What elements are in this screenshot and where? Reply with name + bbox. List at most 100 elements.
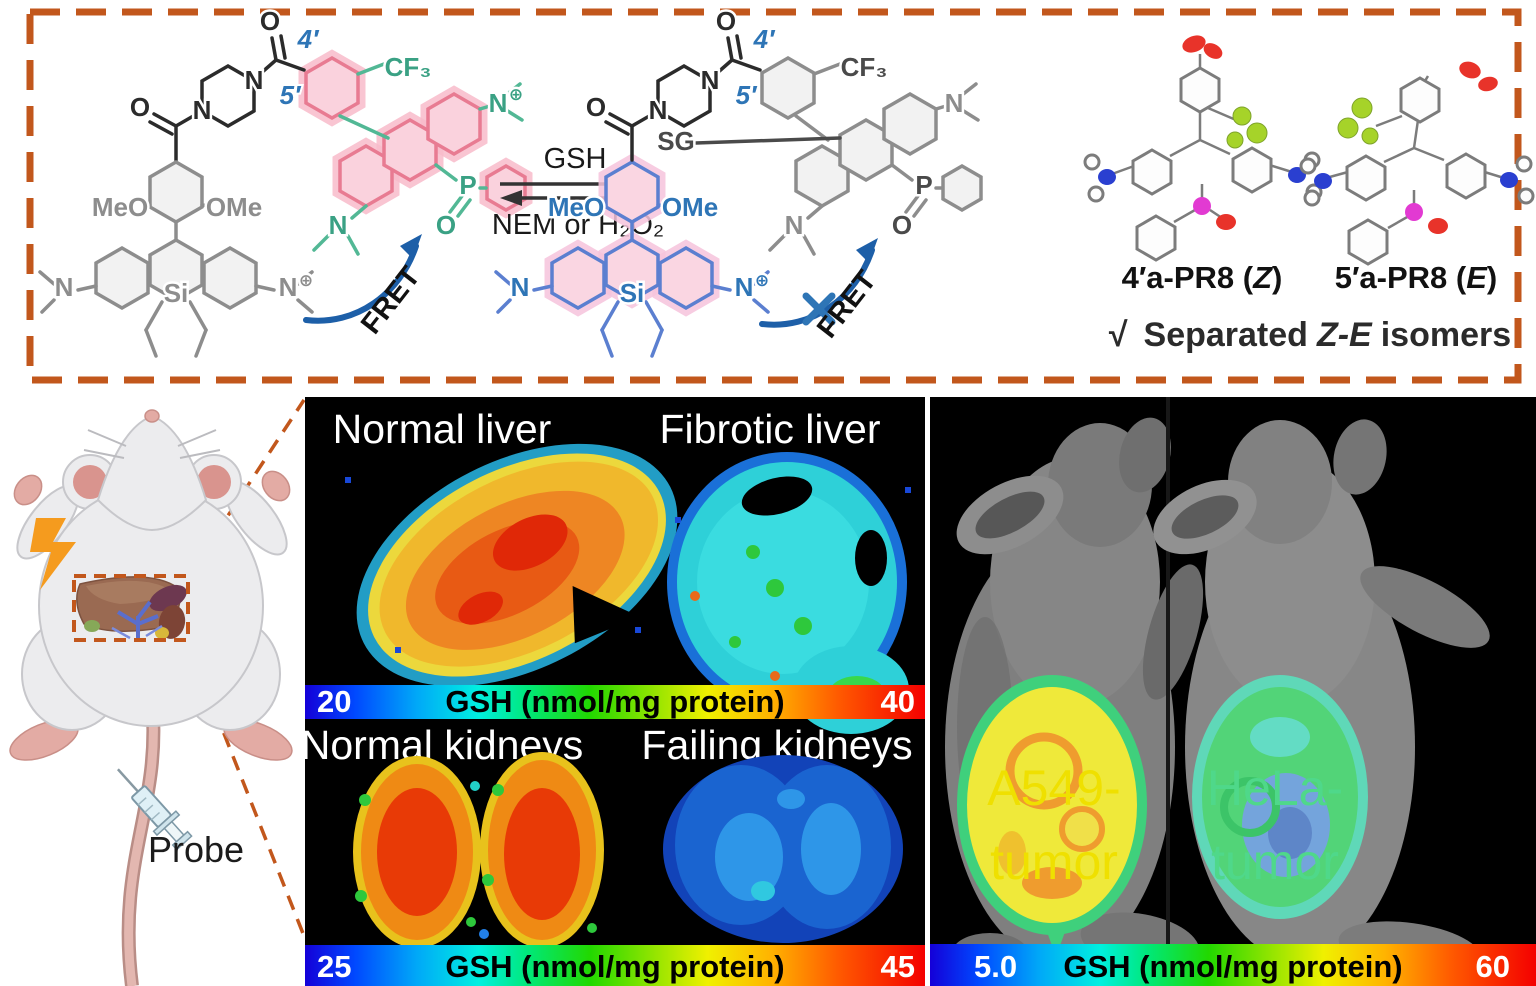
crystal-e-isomer: E — [1466, 260, 1488, 295]
fret-blocked-cross — [802, 292, 836, 326]
position-5-label: 5′ — [736, 80, 758, 110]
cf3-label: CF₃ — [841, 52, 888, 82]
position-5-label: 5′ — [280, 80, 302, 110]
mouse-illustration: Probe — [9, 399, 305, 986]
kidney-colorbar-label: GSH (nmol/mg protein) — [445, 949, 784, 984]
n-label: N — [55, 272, 74, 302]
meo-label: MeO — [548, 192, 604, 222]
crystal-z-label: 4′a-PR8 (Z) — [1122, 260, 1283, 295]
plus-icon: ⊕ — [755, 271, 769, 290]
si-label: Si — [164, 278, 189, 308]
crystal-e-close: ) — [1487, 260, 1497, 295]
crystal-z-name: 4′a-PR8 ( — [1122, 260, 1254, 295]
kidney-colorbar — [305, 945, 925, 986]
mouse-nose — [144, 409, 160, 423]
carbonyl-o-left: O — [130, 92, 150, 122]
kidney-colorbar-min: 25 — [317, 949, 351, 984]
organ-zoom-box — [72, 574, 190, 642]
photo-divider — [1166, 397, 1170, 986]
p-label: P — [459, 170, 476, 200]
carbonyl-o-left: O — [586, 92, 606, 122]
fibrotic-liver-title: Fibrotic liver — [660, 406, 881, 452]
kidney-colorbar-max: 45 — [881, 949, 915, 984]
piperazine-n-top: N — [701, 65, 720, 95]
hela-label-line2: tumor — [1211, 834, 1339, 890]
crystal-z-close: ) — [1272, 260, 1282, 295]
liver-colorbar-label: GSH (nmol/mg protein) — [445, 684, 784, 719]
fret-label: FRET — [355, 261, 427, 341]
n-label: N — [329, 210, 348, 240]
sg-label: SG — [657, 126, 695, 156]
crystal-structure-e — [1299, 61, 1535, 266]
failing-kidneys-heatmap — [663, 755, 903, 943]
normal-kidney-left — [353, 756, 481, 948]
p-label: P — [915, 170, 932, 200]
liver-colorbar-min: 20 — [317, 684, 351, 719]
piperazine-linker — [604, 34, 762, 162]
n-plus-label: N — [279, 272, 298, 302]
hela-mouse-photo: HeLa- tumor — [1153, 419, 1529, 986]
normal-liver-heatmap — [356, 443, 678, 687]
n-plus-label: N — [735, 272, 754, 302]
liver-colorbar-max: 40 — [881, 684, 915, 719]
syringe-icon — [116, 768, 193, 851]
o-label: O — [436, 210, 456, 240]
crystal-e-name: 5′a-PR8 ( — [1335, 260, 1467, 295]
piperazine-n-bottom: N — [193, 95, 212, 125]
normal-kidney-right — [479, 752, 604, 948]
product-structure: MeO OMe Si N N ⊕ N N O O — [494, 4, 983, 358]
reaction-scheme: CF₃ P O N ⊕ N N N O O — [26, 4, 1535, 384]
sir-fluorophore-active: MeO OMe Si N N ⊕ — [494, 162, 772, 358]
tumor-colorbar-min: 5.0 — [974, 949, 1017, 984]
n-label: N — [945, 88, 964, 118]
piperazine-linker — [148, 34, 306, 162]
abdominal-organs — [76, 576, 187, 640]
check-icon: √ — [1109, 316, 1128, 354]
probe-structure: CF₃ P O N ⊕ N N N O O — [38, 4, 525, 358]
note-isomers: Z-E — [1316, 316, 1373, 354]
plus-icon: ⊕ — [299, 271, 313, 290]
fret-arrow-on: FRET — [303, 234, 427, 341]
a549-tumor-heatmap — [957, 675, 1147, 957]
organ-imaging-panel: Normal liver Fibrotic liver — [301, 397, 925, 986]
carbonyl-o-top: O — [260, 6, 280, 36]
position-4-label: 4′ — [753, 24, 776, 54]
probe-label: Probe — [148, 829, 244, 870]
a549-label-line2: tumor — [990, 834, 1118, 890]
mouse-head — [96, 414, 208, 532]
piperazine-n-top: N — [245, 65, 264, 95]
mouse-whiskers — [83, 429, 221, 459]
n-label: N — [511, 272, 530, 302]
a549-mouse-photo: A549- tumor — [945, 417, 1204, 973]
pr-fluorophore-quenched: CF₃ SG P O N N — [655, 50, 983, 256]
fret-arrow-off: FRET — [759, 238, 883, 344]
tumor-colorbar-max: 60 — [1476, 949, 1510, 984]
cf3-label: CF₃ — [385, 52, 432, 82]
ome-label: OMe — [206, 192, 262, 222]
carbonyl-o-top: O — [716, 6, 736, 36]
normal-liver-title: Normal liver — [333, 406, 552, 452]
tumor-colorbar-label: GSH (nmol/mg protein) — [1063, 949, 1402, 984]
tumor-colorbar — [930, 944, 1536, 986]
hela-tumor-heatmap — [1192, 675, 1368, 919]
isomer-note: √ Separated Z-E isomers — [1109, 316, 1511, 354]
si-label: Si — [620, 278, 645, 308]
ome-label: OMe — [662, 192, 718, 222]
forward-condition: GSH — [544, 143, 607, 175]
hela-label-line1: HeLa- — [1207, 760, 1343, 816]
sir-fluorophore-quenched: MeO OMe Si N N ⊕ — [38, 160, 316, 358]
meo-label: MeO — [92, 192, 148, 222]
crystal-structure-z — [1083, 35, 1323, 262]
o-label: O — [892, 210, 912, 240]
liver-colorbar — [305, 685, 925, 719]
note-post: isomers — [1381, 316, 1511, 354]
n-label: N — [785, 210, 804, 240]
mouse-paw-right — [261, 470, 291, 502]
crystal-z-isomer: Z — [1252, 260, 1273, 295]
crystal-e-label: 5′a-PR8 (E) — [1335, 260, 1498, 295]
n-plus-label: N — [489, 88, 508, 118]
pr-fluorophore-active: CF₃ P O N ⊕ N — [306, 50, 525, 256]
note-pre: Separated — [1144, 316, 1308, 354]
piperazine-n-bottom: N — [649, 95, 668, 125]
